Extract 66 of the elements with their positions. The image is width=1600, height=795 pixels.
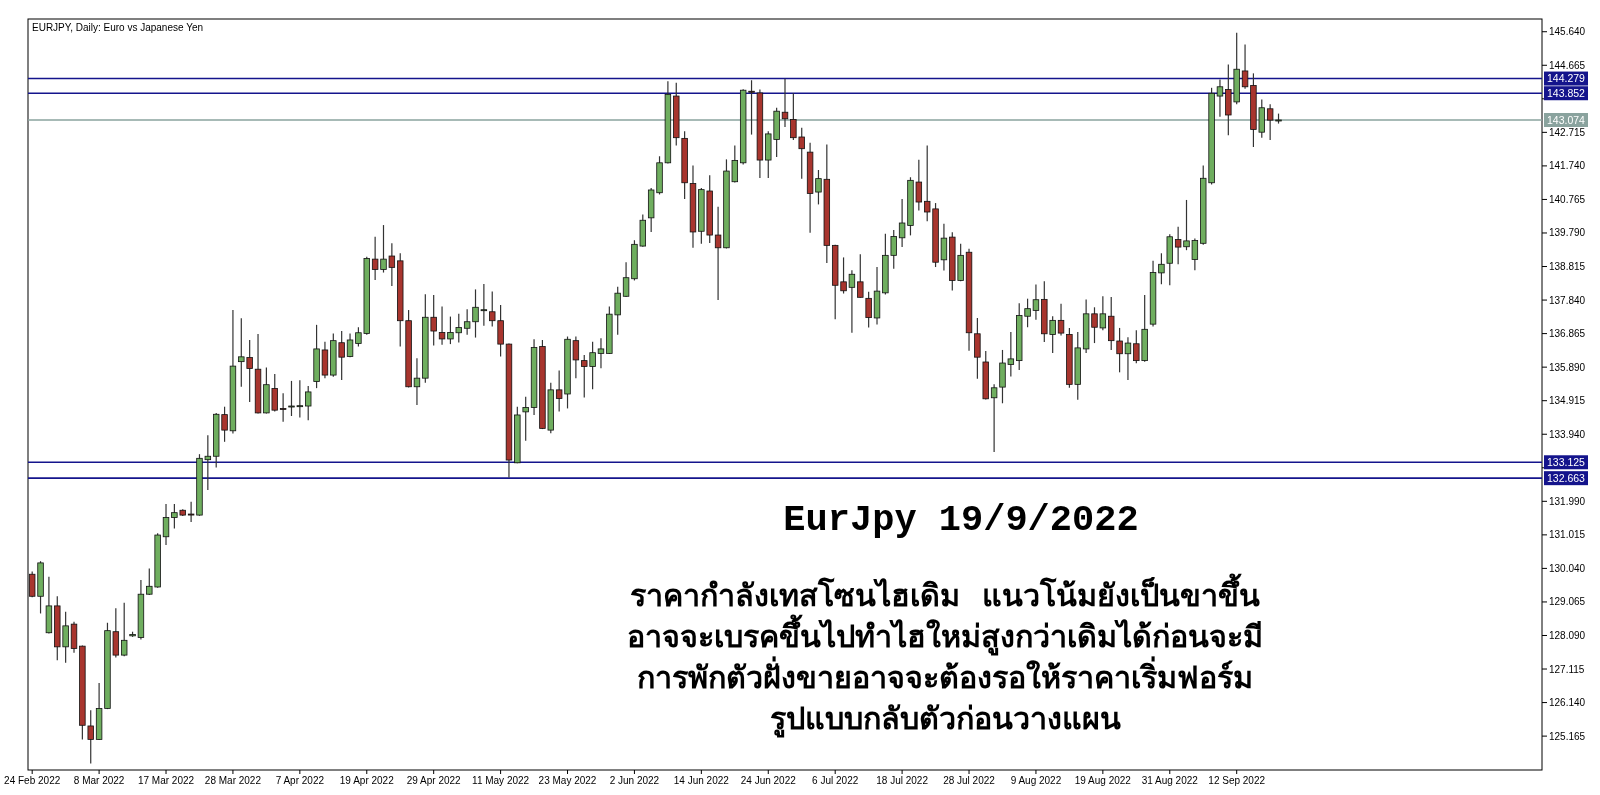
- candlestick: [1158, 252, 1165, 285]
- y-tick-label: 138.815: [1549, 261, 1586, 273]
- candlestick: [438, 306, 446, 346]
- annotation: รูปแบบกลับตัวก่อนวางแผน: [769, 701, 1121, 738]
- candlestick: [1124, 336, 1132, 381]
- y-tick-label: 144.665: [1549, 59, 1586, 71]
- candlestick: [522, 396, 529, 442]
- x-tick-label: 24 Feb 2022: [4, 775, 61, 786]
- x-tick-label: 18 Jul 2022: [876, 775, 929, 786]
- candlestick: [162, 503, 170, 546]
- y-tick-label: 137.840: [1549, 294, 1586, 306]
- x-tick-label: 28 Mar 2022: [204, 775, 262, 786]
- y-tick-label: 130.040: [1549, 562, 1586, 574]
- annotation: EurJpy 19/9/2022: [783, 499, 1139, 541]
- candlestick: [1057, 303, 1065, 337]
- candlestick: [781, 78, 789, 128]
- candlestick: [974, 317, 981, 380]
- x-tick-label: 9 Aug 2022: [1010, 775, 1062, 786]
- x-tick-label: 19 Apr 2022: [339, 775, 395, 786]
- y-tick-label: 141.740: [1549, 160, 1586, 172]
- x-tick-label: 29 Apr 2022: [406, 775, 462, 786]
- candlestick: [413, 357, 421, 406]
- ref-line-label: 144.279: [1547, 72, 1586, 85]
- y-tick-label: 139.790: [1549, 227, 1586, 239]
- y-tick-label: 129.065: [1549, 596, 1586, 608]
- y-tick-label: 127.115: [1549, 663, 1585, 675]
- y-tick-label: 125.165: [1549, 730, 1586, 742]
- y-tick-label: 145.640: [1549, 26, 1586, 38]
- ref-line-label: 143.852: [1547, 86, 1586, 99]
- annotation: ราคากำลังเทสโซนไฮเดิม แนวโน้มยังเป็นขาขึ้น: [630, 573, 1260, 613]
- y-tick-label: 140.765: [1549, 193, 1586, 205]
- candlestick: [120, 602, 128, 657]
- ref-line-label: 143.074: [1547, 113, 1586, 126]
- candlestick: [857, 253, 864, 299]
- candlestick: [305, 385, 312, 421]
- x-tick-label: 24 Jun 2022: [740, 775, 797, 786]
- annotation: การพักตัวฝั่งขายอาจจะต้องรอให้ราคาเริ่มฟอร์ม: [637, 656, 1253, 695]
- candlestick: [597, 337, 605, 369]
- y-tick-label: 131.015: [1549, 529, 1586, 541]
- x-tick-label: 14 Jun 2022: [673, 775, 730, 786]
- y-tick-label: 136.865: [1549, 328, 1586, 340]
- candlestick: [865, 291, 872, 329]
- x-tick-label: 31 Aug 2022: [1141, 775, 1199, 786]
- x-tick-label: 11 May 2022: [472, 775, 530, 786]
- x-tick-label: 28 Jul 2022: [943, 775, 996, 786]
- x-tick-label: 12 Sep 2022: [1208, 775, 1266, 786]
- y-tick-label: 133.940: [1549, 428, 1586, 440]
- y-tick-label: 142.715: [1549, 126, 1586, 138]
- x-tick-label: 8 Mar 2022: [73, 775, 125, 786]
- x-tick-label: 7 Apr 2022: [275, 775, 325, 786]
- y-tick-label: 128.090: [1549, 629, 1586, 641]
- x-tick-label: 6 Jul 2022: [812, 775, 859, 786]
- chart-title: EURJPY, Daily: Euro vs Japanese Yen: [32, 22, 204, 33]
- y-tick-label: 135.890: [1549, 361, 1586, 373]
- candlestick: [1216, 78, 1224, 118]
- candlestick: [279, 392, 287, 423]
- y-tick-label: 126.140: [1549, 697, 1586, 709]
- ref-line-label: 133.125: [1547, 455, 1586, 468]
- x-tick-label: 2 Jun 2022: [609, 775, 660, 786]
- x-tick-label: 17 Mar 2022: [137, 775, 195, 786]
- annotation: อาจจะเบรคขึ้นไปทำไฮใหม่สูงกว่าเดิมได้ก่อนจะมี: [627, 614, 1263, 656]
- ref-line-label: 132.663: [1547, 471, 1586, 484]
- y-tick-label: 134.915: [1549, 395, 1586, 407]
- y-tick-label: 131.990: [1549, 495, 1586, 507]
- x-tick-label: 19 Aug 2022: [1074, 775, 1132, 786]
- x-tick-label: 23 May 2022: [538, 775, 597, 786]
